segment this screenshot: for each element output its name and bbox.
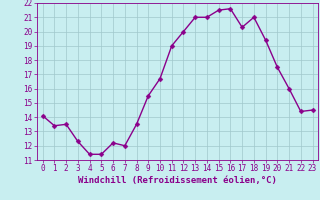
X-axis label: Windchill (Refroidissement éolien,°C): Windchill (Refroidissement éolien,°C) bbox=[78, 176, 277, 185]
